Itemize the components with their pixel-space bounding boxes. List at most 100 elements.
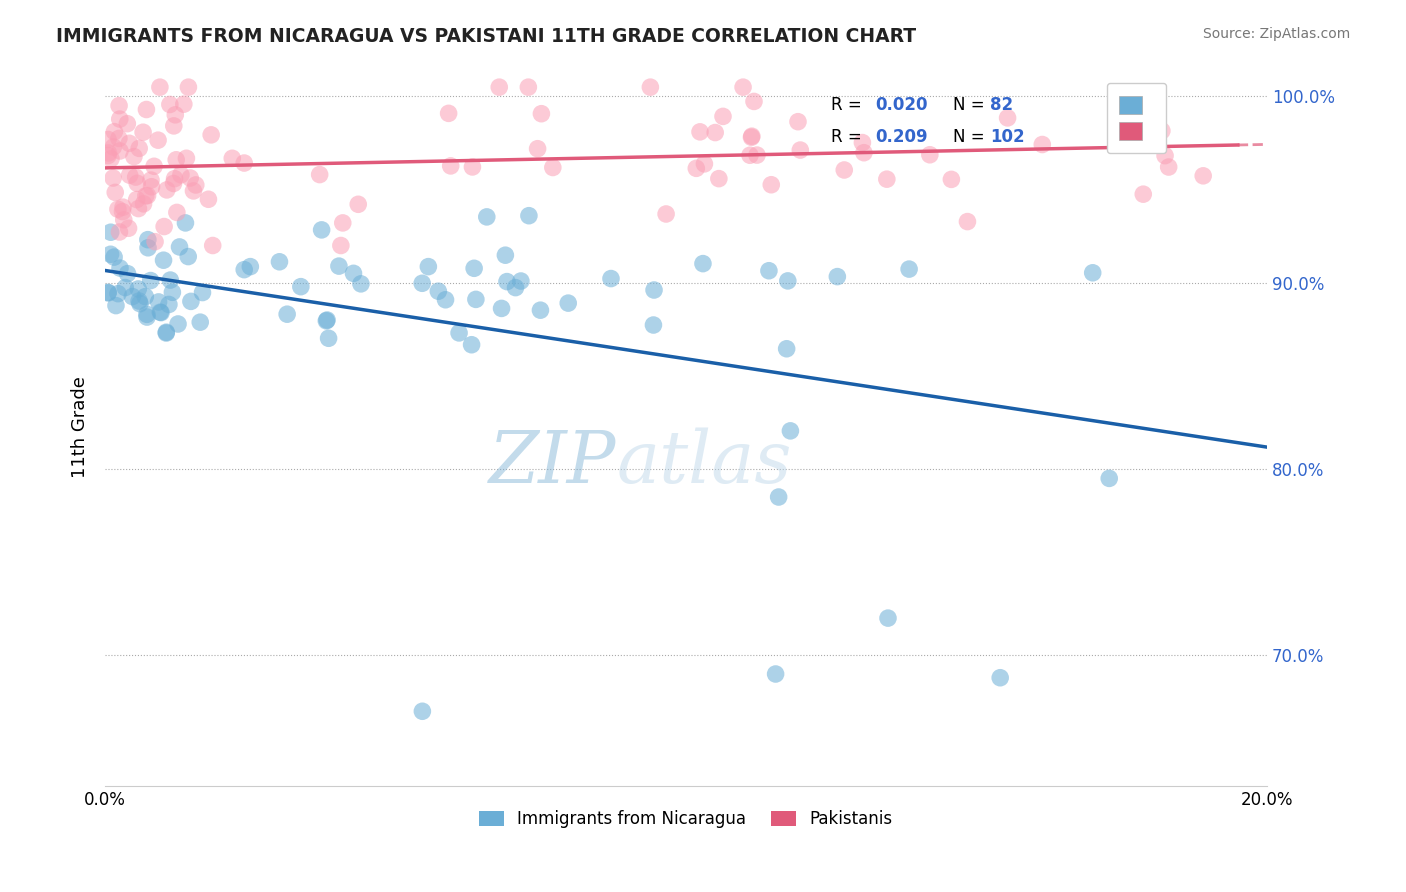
Immigrants from Nicaragua [100, 247, 122, 261]
Pakistanis [153, 219, 176, 234]
Immigrants from Nicaragua [162, 285, 184, 300]
Pakistanis [103, 140, 125, 154]
Text: R =: R = [831, 96, 868, 114]
Immigrants from Nicaragua [134, 290, 156, 304]
Immigrants from Nicaragua [169, 240, 191, 254]
Pakistanis [997, 111, 1019, 125]
Pakistanis [132, 125, 155, 139]
Text: atlas: atlas [616, 428, 792, 499]
Pakistanis [135, 103, 157, 117]
Text: N =: N = [953, 128, 990, 145]
Pakistanis [112, 200, 135, 214]
Immigrants from Nicaragua [427, 284, 450, 298]
Pakistanis [128, 141, 150, 155]
Pakistanis [163, 119, 186, 133]
Pakistanis [233, 156, 256, 170]
Immigrants from Nicaragua [316, 313, 339, 327]
Pakistanis [745, 148, 768, 162]
Pakistanis [707, 171, 730, 186]
Pakistanis [163, 171, 186, 186]
Immigrants from Nicaragua [311, 223, 333, 237]
Pakistanis [97, 148, 120, 162]
Immigrants from Nicaragua [765, 667, 787, 681]
Pakistanis [689, 125, 711, 139]
Immigrants from Nicaragua [114, 280, 136, 294]
Immigrants from Nicaragua [239, 260, 262, 274]
Pakistanis [118, 168, 141, 182]
Immigrants from Nicaragua [643, 318, 665, 332]
Pakistanis [170, 168, 193, 182]
Pakistanis [711, 109, 734, 123]
Immigrants from Nicaragua [103, 250, 125, 264]
Immigrants from Nicaragua [136, 310, 159, 324]
Immigrants from Nicaragua [449, 326, 471, 340]
Pakistanis [143, 159, 166, 173]
Immigrants from Nicaragua [117, 267, 139, 281]
Immigrants from Nicaragua [877, 611, 900, 625]
Pakistanis [127, 202, 149, 216]
Pakistanis [197, 192, 219, 206]
Pakistanis [111, 204, 134, 219]
Pakistanis [851, 136, 873, 150]
Text: IMMIGRANTS FROM NICARAGUA VS PAKISTANI 11TH GRADE CORRELATION CHART: IMMIGRANTS FROM NICARAGUA VS PAKISTANI 1… [56, 27, 917, 45]
Text: ZIP: ZIP [489, 428, 616, 499]
Pakistanis [201, 238, 224, 252]
Text: 0.020: 0.020 [876, 96, 928, 114]
Pakistanis [173, 97, 195, 112]
Immigrants from Nicaragua [464, 293, 486, 307]
Pakistanis [1157, 160, 1180, 174]
Immigrants from Nicaragua [988, 671, 1011, 685]
Text: N =: N = [953, 96, 990, 114]
Pakistanis [125, 193, 148, 207]
Pakistanis [149, 80, 172, 95]
Pakistanis [107, 202, 129, 217]
Pakistanis [162, 177, 184, 191]
Pakistanis [329, 238, 352, 252]
Immigrants from Nicaragua [600, 271, 623, 285]
Pakistanis [183, 184, 205, 198]
Pakistanis [918, 147, 941, 161]
Pakistanis [221, 151, 243, 165]
Immigrants from Nicaragua [155, 326, 177, 340]
Pakistanis [200, 128, 222, 142]
Immigrants from Nicaragua [290, 279, 312, 293]
Pakistanis [127, 176, 149, 190]
Pakistanis [108, 225, 131, 239]
Text: 102: 102 [990, 128, 1025, 145]
Pakistanis [179, 171, 201, 186]
Immigrants from Nicaragua [460, 337, 482, 351]
Pakistanis [704, 126, 727, 140]
Immigrants from Nicaragua [139, 274, 162, 288]
Immigrants from Nicaragua [148, 294, 170, 309]
Pakistanis [733, 80, 755, 95]
Pakistanis [112, 212, 135, 227]
Pakistanis [1132, 187, 1154, 202]
Immigrants from Nicaragua [643, 283, 665, 297]
Immigrants from Nicaragua [315, 314, 337, 328]
Pakistanis [184, 178, 207, 192]
Immigrants from Nicaragua [434, 293, 457, 307]
Immigrants from Nicaragua [418, 260, 440, 274]
Pakistanis [143, 235, 166, 249]
Immigrants from Nicaragua [104, 299, 127, 313]
Immigrants from Nicaragua [100, 225, 122, 239]
Immigrants from Nicaragua [411, 277, 433, 291]
Pakistanis [104, 186, 127, 200]
Immigrants from Nicaragua [159, 273, 181, 287]
Pakistanis [741, 129, 763, 144]
Pakistanis [852, 145, 875, 160]
Immigrants from Nicaragua [692, 257, 714, 271]
Immigrants from Nicaragua [97, 285, 120, 300]
Pakistanis [693, 157, 716, 171]
Pakistanis [136, 188, 159, 202]
Pakistanis [159, 97, 181, 112]
Pakistanis [789, 143, 811, 157]
Immigrants from Nicaragua [97, 285, 120, 300]
Immigrants from Nicaragua [127, 282, 149, 296]
Pakistanis [685, 161, 707, 176]
Pakistanis [332, 216, 354, 230]
Immigrants from Nicaragua [496, 275, 519, 289]
Immigrants from Nicaragua [129, 296, 152, 310]
Pakistanis [108, 98, 131, 112]
Pakistanis [132, 197, 155, 211]
